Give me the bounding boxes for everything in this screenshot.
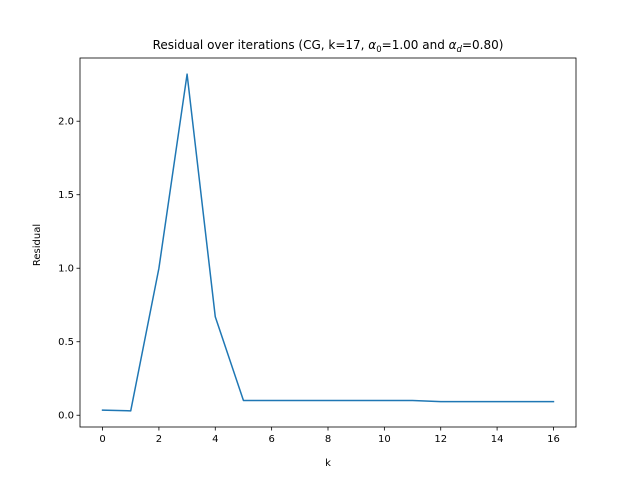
title-alphad-subscript: d (457, 45, 463, 55)
y-tick-label: 1.5 (58, 190, 74, 201)
y-tick-label: 1.0 (58, 264, 74, 275)
title-alphad-symbol: α (449, 38, 457, 52)
title-alpha0-value: =1.00 and (382, 38, 449, 52)
x-tick-label: 4 (212, 434, 218, 445)
axis-ticks: 0 2 4 6 8 10 12 14 16 0.0 0.5 1.0 1.5 2.0 (58, 117, 560, 445)
x-tick-label: 2 (156, 434, 162, 445)
y-axis-label: Residual (32, 224, 43, 266)
y-tick-label: 2.0 (58, 117, 74, 128)
title-alpha0-subscript: 0 (376, 45, 381, 55)
residual-series-line (101, 73, 555, 412)
x-tick-label: 6 (268, 434, 274, 445)
x-axis-label: k (325, 458, 331, 469)
x-tick-label: 12 (434, 434, 447, 445)
title-alphad-value: =0.80) (462, 38, 503, 52)
x-tick-label: 8 (325, 434, 331, 445)
y-tick-label: 0.5 (58, 337, 74, 348)
plot-frame (79, 57, 577, 428)
y-tick-label: 0.0 (58, 411, 74, 422)
x-tick-label: 10 (378, 434, 391, 445)
x-tick-label: 16 (547, 434, 560, 445)
title-alpha0-symbol: α (368, 38, 376, 52)
x-tick-label: 0 (99, 434, 105, 445)
x-tick-label: 14 (491, 434, 504, 445)
title-prefix: Residual over iterations (CG, k=17, (153, 38, 369, 52)
chart-title: Residual over iterations (CG, k=17, α0=1… (153, 38, 504, 55)
series-layer (101, 73, 555, 412)
